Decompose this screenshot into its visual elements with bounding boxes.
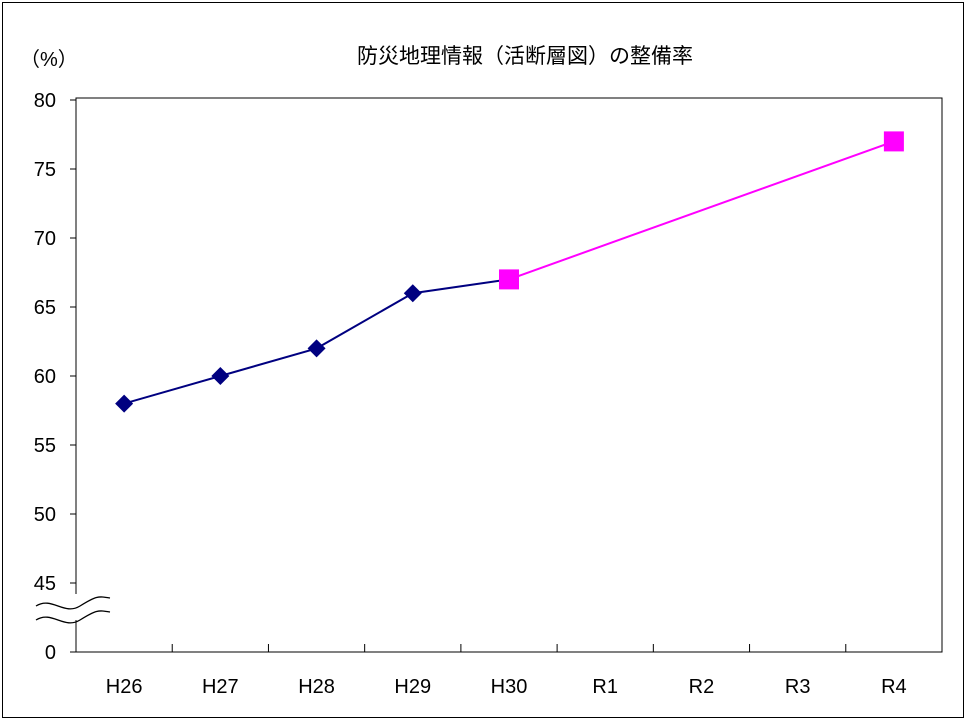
- plot-area-border: [75, 97, 943, 653]
- x-tick-label: R3: [785, 676, 811, 698]
- x-tick-label: H28: [298, 676, 335, 698]
- data-point-diamond: [115, 394, 134, 413]
- data-point-diamond: [211, 367, 230, 385]
- chart-title: 防災地理情報（活断層図）の整備率: [357, 45, 693, 68]
- x-tick-label: H26: [106, 676, 143, 698]
- x-tick-label: R2: [689, 676, 715, 698]
- x-tick-label: R4: [881, 676, 907, 698]
- y-tick-label: 0: [45, 642, 56, 664]
- data-point-diamond: [307, 339, 326, 358]
- axis-break-wave-upper: [35, 596, 111, 610]
- y-tick-label: 45: [34, 573, 56, 595]
- series-line-2: [508, 140, 895, 281]
- data-point-square: [499, 269, 519, 290]
- x-tick-label: H30: [491, 676, 528, 698]
- y-tick-label: 60: [34, 366, 56, 388]
- y-tick-label: 75: [34, 159, 56, 181]
- axis-break-gap: [66, 594, 86, 620]
- data-point-square: [883, 131, 904, 152]
- x-tick-label: H27: [202, 676, 239, 698]
- data-point-diamond: [403, 284, 422, 303]
- x-tick-label: R1: [592, 676, 618, 698]
- y-tick-label: 70: [34, 228, 56, 250]
- y-tick-label: 80: [34, 90, 56, 112]
- y-tick-label: 55: [34, 435, 56, 457]
- axis-break-wave-lower: [35, 610, 111, 624]
- y-axis-unit-label: （%）: [20, 48, 78, 71]
- x-tick-label: H29: [394, 676, 431, 698]
- y-tick-label: 65: [34, 297, 56, 319]
- y-tick-label: 50: [34, 504, 56, 526]
